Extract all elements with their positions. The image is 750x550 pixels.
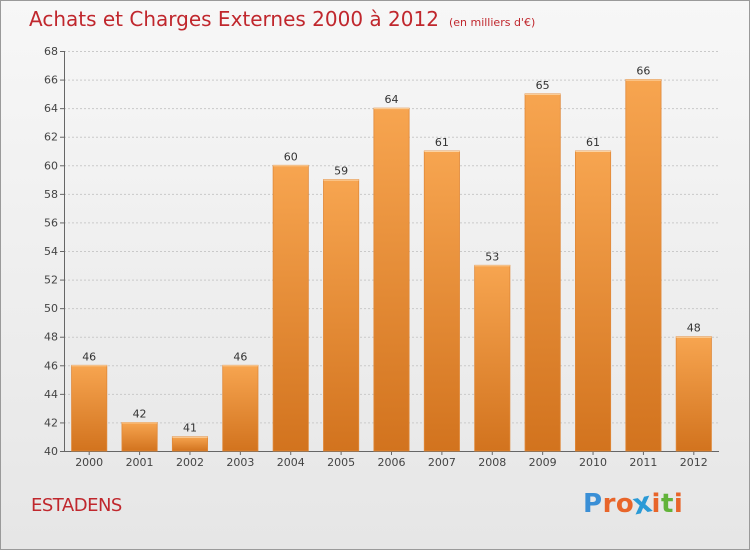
bar-2000 bbox=[71, 364, 108, 452]
bar-2012 bbox=[675, 336, 712, 452]
chart-subtitle: (en milliers d'€) bbox=[448, 16, 536, 29]
bar-2008 bbox=[474, 264, 511, 452]
value-label: 61 bbox=[586, 136, 600, 149]
y-tick-label: 64 bbox=[44, 102, 58, 115]
value-label: 46 bbox=[82, 350, 96, 363]
value-label: 65 bbox=[536, 79, 550, 92]
bar-2009 bbox=[524, 93, 561, 452]
y-tick-label: 62 bbox=[44, 131, 58, 144]
y-tick-label: 48 bbox=[44, 331, 58, 344]
y-tick-label: 66 bbox=[44, 74, 58, 87]
x-tick-label: 2004 bbox=[277, 456, 305, 469]
x-tick-label: 2000 bbox=[75, 456, 103, 469]
x-tick-label: 2009 bbox=[529, 456, 557, 469]
value-label: 41 bbox=[183, 422, 197, 435]
bar-2011 bbox=[625, 79, 662, 452]
y-tick-label: 68 bbox=[44, 45, 58, 58]
y-tick-label: 56 bbox=[44, 216, 58, 229]
x-tick-label: 2010 bbox=[579, 456, 607, 469]
x-tick-label: 2003 bbox=[226, 456, 254, 469]
y-tick-label: 46 bbox=[44, 359, 58, 372]
logo-letter: i bbox=[673, 489, 684, 519]
bar-2003 bbox=[222, 364, 259, 452]
y-tick-label: 58 bbox=[44, 188, 58, 201]
proxiti-logo[interactable]: Proxiti bbox=[583, 486, 684, 522]
x-tick-label: 2002 bbox=[176, 456, 204, 469]
value-label: 59 bbox=[334, 165, 348, 178]
logo-letter: P bbox=[583, 489, 603, 519]
chart-title: Achats et Charges Externes 2000 à 2012 (e… bbox=[29, 7, 535, 31]
x-tick-label: 2007 bbox=[428, 456, 456, 469]
bars bbox=[71, 79, 712, 452]
labels: 46 42 41 46 60 59 64 61 53 65 61 66 48 bbox=[82, 65, 701, 435]
value-label: 46 bbox=[233, 350, 247, 363]
logo-letter: i bbox=[651, 489, 661, 519]
logo-letter: t bbox=[660, 489, 674, 519]
value-label: 64 bbox=[385, 93, 399, 106]
x-tick-label: 2006 bbox=[378, 456, 406, 469]
y-tick-label: 60 bbox=[44, 159, 58, 172]
y-tick-label: 54 bbox=[44, 245, 58, 258]
bar-2007 bbox=[423, 150, 460, 452]
value-label: 53 bbox=[485, 250, 499, 263]
x-tick-label: 2011 bbox=[629, 456, 657, 469]
bar-2004 bbox=[272, 164, 309, 452]
logo-letter: r bbox=[602, 489, 616, 519]
bar-2002 bbox=[171, 436, 208, 452]
axes: 40 42 44 46 48 50 52 54 56 58 60 62 64 66 68 2000 2001 20… bbox=[44, 45, 719, 469]
logo-letter: o bbox=[615, 489, 635, 519]
y-tick-label: 44 bbox=[44, 388, 58, 401]
x-tick-label: 2008 bbox=[478, 456, 506, 469]
value-label: 42 bbox=[133, 407, 147, 420]
y-tick-label: 52 bbox=[44, 274, 58, 287]
bar-2010 bbox=[575, 150, 612, 452]
value-label: 61 bbox=[435, 136, 449, 149]
x-tick-label: 2012 bbox=[680, 456, 708, 469]
value-label: 66 bbox=[636, 65, 650, 78]
chart-title-text: Achats et Charges Externes 2000 à 2012 bbox=[29, 7, 439, 31]
bar-2001 bbox=[121, 422, 158, 452]
commune-name: ESTADENS bbox=[31, 495, 122, 516]
y-tick-label: 50 bbox=[44, 302, 58, 315]
x-tick-label: 2001 bbox=[126, 456, 154, 469]
y-tick-label: 42 bbox=[44, 416, 58, 429]
value-label: 48 bbox=[687, 322, 701, 335]
x-tick-label: 2005 bbox=[327, 456, 355, 469]
value-label: 60 bbox=[284, 150, 298, 163]
bar-2006 bbox=[373, 107, 410, 452]
y-tick-label: 40 bbox=[44, 445, 58, 458]
bar-2005 bbox=[323, 179, 360, 452]
